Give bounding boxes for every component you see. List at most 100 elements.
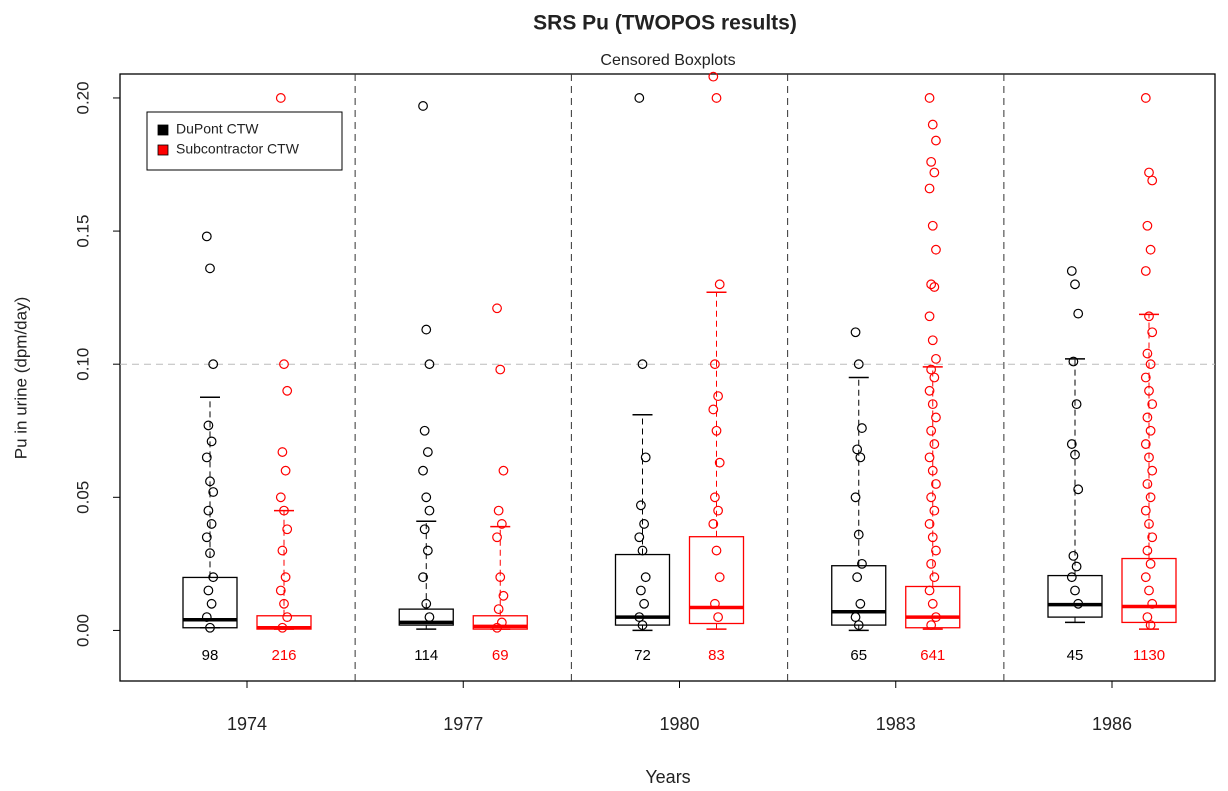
data-point xyxy=(201,452,212,463)
data-point xyxy=(282,385,293,396)
data-point xyxy=(1140,572,1151,583)
data-point xyxy=(418,465,428,476)
data-point xyxy=(929,372,940,383)
data-point xyxy=(208,572,219,583)
data-point xyxy=(929,572,940,583)
data-point xyxy=(419,425,430,436)
data-point xyxy=(493,505,504,516)
x-axis-label: Years xyxy=(645,767,690,787)
data-point xyxy=(1145,244,1156,255)
box xyxy=(182,576,238,629)
data-point xyxy=(498,465,509,476)
data-point xyxy=(1144,519,1154,529)
data-point xyxy=(277,447,288,457)
legend-swatch xyxy=(157,124,169,136)
data-point xyxy=(419,524,430,535)
count-label: 1130 xyxy=(1133,647,1165,664)
data-point xyxy=(1145,359,1156,370)
data-point xyxy=(1073,598,1084,609)
data-point xyxy=(931,412,941,423)
data-point xyxy=(496,519,507,529)
data-point xyxy=(926,156,937,167)
data-point xyxy=(924,385,935,396)
data-point xyxy=(1147,465,1158,476)
y-tick-label: 0.15 xyxy=(73,215,92,248)
data-point xyxy=(927,335,938,346)
data-point xyxy=(708,71,719,82)
data-point xyxy=(1147,399,1158,410)
y-tick-label: 0.20 xyxy=(73,81,92,114)
data-point xyxy=(208,359,219,370)
count-label: 65 xyxy=(850,647,867,664)
data-point xyxy=(711,425,722,436)
data-point xyxy=(850,327,861,338)
data-point xyxy=(714,279,725,290)
legend-label: Subcontractor CTW xyxy=(176,141,300,157)
data-point xyxy=(275,492,286,503)
data-point xyxy=(1068,550,1079,561)
data-point xyxy=(422,545,433,556)
data-point xyxy=(279,598,289,609)
data-point xyxy=(1068,356,1079,367)
data-point xyxy=(929,439,940,449)
data-point xyxy=(498,590,509,601)
data-point xyxy=(208,487,219,497)
data-point xyxy=(282,524,293,535)
legend-swatch xyxy=(157,144,169,156)
x-tick-label: 1977 xyxy=(443,714,483,734)
data-point xyxy=(203,585,214,596)
data-point xyxy=(853,529,864,540)
data-point xyxy=(1140,372,1151,383)
x-tick-label: 1980 xyxy=(659,714,699,734)
data-point xyxy=(931,479,941,489)
data-point xyxy=(1066,572,1077,583)
data-point xyxy=(929,167,940,178)
data-point xyxy=(205,476,215,487)
data-point xyxy=(1142,412,1153,423)
box xyxy=(1121,557,1177,624)
data-point xyxy=(1140,439,1151,449)
x-tick-label: 1974 xyxy=(227,714,267,734)
data-point xyxy=(1142,545,1153,556)
data-point xyxy=(282,612,293,623)
data-point xyxy=(924,93,935,103)
box xyxy=(831,565,887,626)
data-point xyxy=(201,532,212,543)
data-point xyxy=(424,359,435,370)
data-point xyxy=(421,324,432,335)
data-point xyxy=(639,598,649,609)
data-point xyxy=(418,572,428,583)
chart-title: SRS Pu (TWOPOS results) xyxy=(533,12,797,35)
data-point xyxy=(421,598,432,609)
y-tick-label: 0.00 xyxy=(73,614,92,647)
data-point xyxy=(1144,167,1154,178)
data-point xyxy=(1142,220,1153,231)
data-point xyxy=(275,585,286,596)
box xyxy=(1047,574,1103,618)
data-point xyxy=(927,399,938,410)
data-point xyxy=(1147,532,1158,543)
box xyxy=(688,536,745,625)
data-point xyxy=(640,452,651,463)
data-point xyxy=(1140,505,1151,516)
data-point xyxy=(1070,585,1080,596)
data-point xyxy=(926,620,937,630)
data-point xyxy=(279,359,289,370)
data-point xyxy=(852,444,863,455)
data-point xyxy=(708,519,719,529)
data-point xyxy=(927,598,938,609)
data-point xyxy=(927,465,938,476)
data-point xyxy=(713,391,723,402)
data-point xyxy=(203,505,214,516)
data-point xyxy=(924,452,935,463)
data-point xyxy=(637,545,648,556)
data-point xyxy=(1071,561,1082,572)
data-point xyxy=(206,436,217,447)
box xyxy=(905,585,961,629)
data-point xyxy=(637,620,648,630)
data-point xyxy=(205,548,215,559)
data-point xyxy=(929,282,940,292)
data-point xyxy=(710,359,720,370)
data-point xyxy=(926,492,937,503)
data-point xyxy=(203,420,214,431)
